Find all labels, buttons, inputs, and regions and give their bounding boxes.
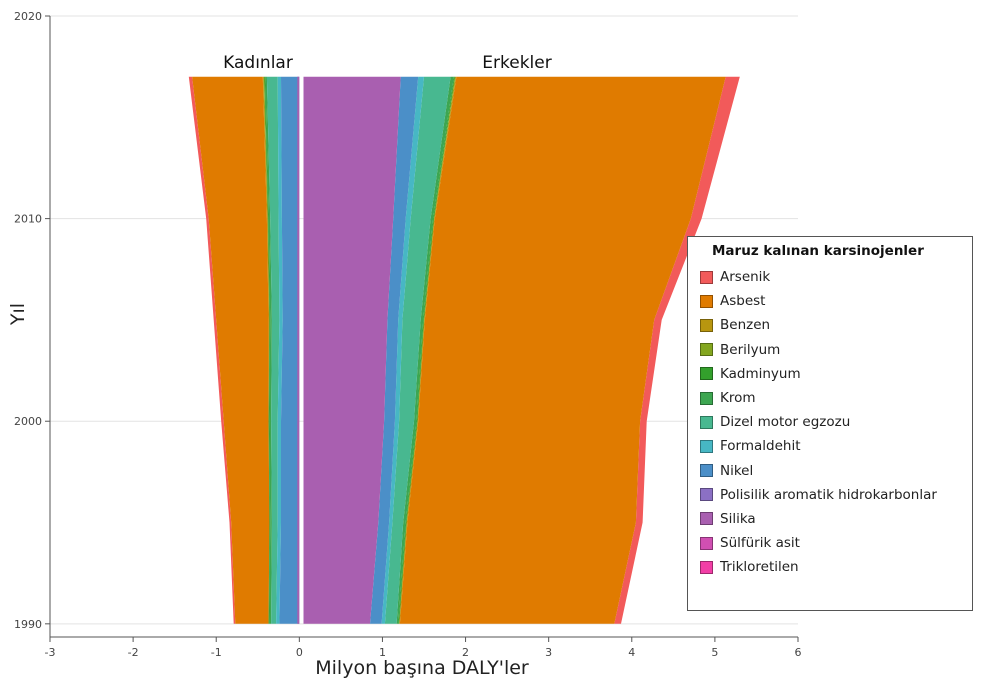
area-men-nikel xyxy=(370,76,419,624)
legend-items: Arsenik Asbest Benzen Berilyum Kadminyum Krom… xyxy=(700,265,972,579)
legend-swatch xyxy=(700,343,713,357)
x-tick-label: 6 xyxy=(795,646,802,659)
legend-label: Arsenik xyxy=(720,269,771,286)
area-women-silika xyxy=(297,76,300,624)
legend-swatch xyxy=(700,536,713,550)
legend-label: Kadminyum xyxy=(720,365,801,382)
stacked-areas xyxy=(188,76,740,624)
legend-swatch xyxy=(700,318,713,332)
legend-item: Asbest xyxy=(700,289,972,313)
tick-labels: -3 -2 -1 0 1 2 3 4 5 6 1990 2000 2010 2020 xyxy=(14,10,802,659)
x-tick-label: 4 xyxy=(628,646,635,659)
legend-label: Dizel motor egzozu xyxy=(720,414,851,431)
legend-swatch xyxy=(700,270,713,284)
x-tick-label: 3 xyxy=(545,646,552,659)
legend-item: Krom xyxy=(700,386,972,410)
legend-label: Berilyum xyxy=(720,341,781,358)
legend-title: Maruz kalınan karsinojenler xyxy=(712,243,924,259)
y-tick-label: 2020 xyxy=(14,10,42,23)
x-tick-label: -2 xyxy=(128,646,139,659)
area-men-dizel-motor-egzozu xyxy=(384,76,451,624)
area-women-benzen xyxy=(262,76,270,624)
legend-item: Benzen xyxy=(700,313,972,337)
legend-item: Silika xyxy=(700,507,972,531)
legend-label: Formaldehit xyxy=(720,438,801,455)
x-tick-label: -1 xyxy=(211,646,222,659)
y-tick-label: 1990 xyxy=(14,618,42,631)
x-tick-label: 1 xyxy=(379,646,386,659)
legend-item: Polisilik aromatik hidrokarbonlar xyxy=(700,483,972,507)
x-tick-label: 2 xyxy=(462,646,469,659)
area-men-asbest xyxy=(399,76,726,624)
legend-item: Nikel xyxy=(700,459,972,483)
legend-swatch xyxy=(700,439,713,453)
legend: Maruz kalınan karsinojenler Arsenik Asbes… xyxy=(687,236,973,611)
legend-label: Krom xyxy=(720,390,756,407)
legend-swatch xyxy=(700,294,713,308)
area-men-arsenik xyxy=(614,76,740,624)
legend-item: Berilyum xyxy=(700,338,972,362)
area-men-silika xyxy=(303,76,401,624)
x-tick-label: 5 xyxy=(711,646,718,659)
legend-swatch xyxy=(700,512,713,526)
area-men-formaldehit xyxy=(381,76,424,624)
x-tick-label: -3 xyxy=(45,646,56,659)
legend-label: Silika xyxy=(720,510,756,527)
area-women-formaldehit xyxy=(276,76,283,624)
legend-item: Arsenik xyxy=(700,265,972,289)
legend-item: Sülfürik asit xyxy=(700,531,972,555)
area-women-krom xyxy=(265,76,272,624)
legend-swatch xyxy=(700,560,713,574)
panel-label-women: Kadınlar xyxy=(223,53,293,73)
legend-item: Trikloretilen xyxy=(700,555,972,579)
legend-label: Sülfürik asit xyxy=(720,535,800,552)
legend-swatch xyxy=(700,367,713,381)
x-tick-label: 0 xyxy=(296,646,303,659)
area-women-asbest xyxy=(192,76,270,624)
legend-label: Trikloretilen xyxy=(720,559,799,576)
legend-item: Formaldehit xyxy=(700,434,972,458)
legend-label: Polisilik aromatik hidrokarbonlar xyxy=(720,486,937,503)
legend-swatch xyxy=(700,391,713,405)
legend-label: Nikel xyxy=(720,462,754,479)
panel-label-men: Erkekler xyxy=(482,53,551,73)
y-axis-title: Yıl xyxy=(7,303,29,326)
area-women-dizel-motor-egzozu xyxy=(266,76,280,624)
axes xyxy=(49,16,798,638)
x-axis-title: Milyon başına DALY'ler xyxy=(315,657,529,679)
y-tick-label: 2010 xyxy=(14,213,42,226)
legend-label: Benzen xyxy=(720,317,771,334)
y-tick-label: 2000 xyxy=(14,415,42,428)
legend-item: Dizel motor egzozu xyxy=(700,410,972,434)
legend-item: Kadminyum xyxy=(700,362,972,386)
area-women-kadminyum xyxy=(264,76,271,624)
area-women-nikel xyxy=(279,76,300,624)
legend-swatch xyxy=(700,488,713,502)
legend-swatch xyxy=(700,464,713,478)
legend-swatch xyxy=(700,415,713,429)
legend-label: Asbest xyxy=(720,293,766,310)
